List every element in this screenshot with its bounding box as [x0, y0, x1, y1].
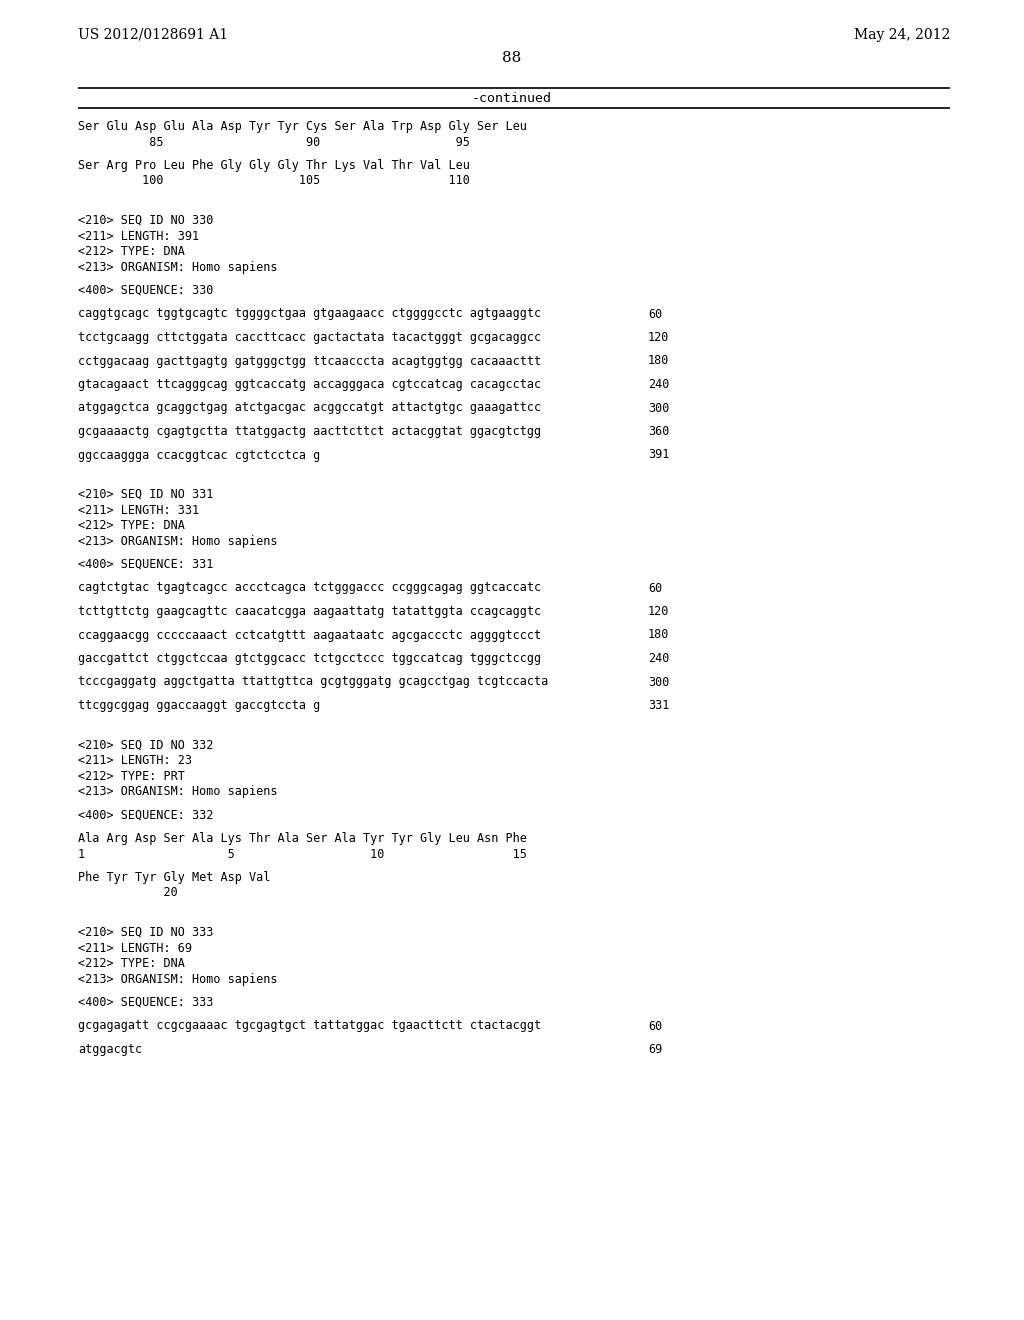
Text: <211> LENGTH: 23: <211> LENGTH: 23 [78, 754, 193, 767]
Text: atggacgtc: atggacgtc [78, 1043, 142, 1056]
Text: <211> LENGTH: 391: <211> LENGTH: 391 [78, 230, 199, 243]
Text: 20: 20 [78, 887, 178, 899]
Text: tcccgaggatg aggctgatta ttattgttca gcgtgggatg gcagcctgag tcgtccacta: tcccgaggatg aggctgatta ttattgttca gcgtgg… [78, 676, 548, 689]
Text: tcctgcaagg cttctggata caccttcacc gactactata tacactgggt gcgacaggcc: tcctgcaagg cttctggata caccttcacc gactact… [78, 331, 541, 345]
Text: <213> ORGANISM: Homo sapiens: <213> ORGANISM: Homo sapiens [78, 535, 278, 548]
Text: <212> TYPE: DNA: <212> TYPE: DNA [78, 519, 185, 532]
Text: <210> SEQ ID NO 331: <210> SEQ ID NO 331 [78, 488, 213, 502]
Text: <212> TYPE: PRT: <212> TYPE: PRT [78, 770, 185, 783]
Text: US 2012/0128691 A1: US 2012/0128691 A1 [78, 28, 228, 42]
Text: <210> SEQ ID NO 333: <210> SEQ ID NO 333 [78, 927, 213, 939]
Text: <211> LENGTH: 69: <211> LENGTH: 69 [78, 941, 193, 954]
Text: 240: 240 [648, 652, 670, 665]
Text: 360: 360 [648, 425, 670, 438]
Text: 85                    90                   95: 85 90 95 [78, 136, 470, 149]
Text: -continued: -continued [472, 91, 552, 104]
Text: Ser Arg Pro Leu Phe Gly Gly Gly Thr Lys Val Thr Val Leu: Ser Arg Pro Leu Phe Gly Gly Gly Thr Lys … [78, 158, 470, 172]
Text: Ala Arg Asp Ser Ala Lys Thr Ala Ser Ala Tyr Tyr Gly Leu Asn Phe: Ala Arg Asp Ser Ala Lys Thr Ala Ser Ala … [78, 832, 527, 845]
Text: <210> SEQ ID NO 330: <210> SEQ ID NO 330 [78, 214, 213, 227]
Text: gcgagagatt ccgcgaaaac tgcgagtgct tattatggac tgaacttctt ctactacggt: gcgagagatt ccgcgaaaac tgcgagtgct tattatg… [78, 1019, 541, 1032]
Text: <212> TYPE: DNA: <212> TYPE: DNA [78, 957, 185, 970]
Text: 100                   105                  110: 100 105 110 [78, 174, 470, 187]
Text: <400> SEQUENCE: 333: <400> SEQUENCE: 333 [78, 997, 213, 1008]
Text: 300: 300 [648, 676, 670, 689]
Text: Phe Tyr Tyr Gly Met Asp Val: Phe Tyr Tyr Gly Met Asp Val [78, 871, 270, 884]
Text: 331: 331 [648, 700, 670, 711]
Text: 1                    5                   10                  15: 1 5 10 15 [78, 847, 527, 861]
Text: 88: 88 [503, 51, 521, 65]
Text: 391: 391 [648, 449, 670, 462]
Text: <400> SEQUENCE: 331: <400> SEQUENCE: 331 [78, 558, 213, 572]
Text: ccaggaacgg cccccaaact cctcatgttt aagaataatc agcgaccctc aggggtccct: ccaggaacgg cccccaaact cctcatgttt aagaata… [78, 628, 541, 642]
Text: 180: 180 [648, 628, 670, 642]
Text: 240: 240 [648, 378, 670, 391]
Text: <213> ORGANISM: Homo sapiens: <213> ORGANISM: Homo sapiens [78, 973, 278, 986]
Text: ttcggcggag ggaccaaggt gaccgtccta g: ttcggcggag ggaccaaggt gaccgtccta g [78, 700, 321, 711]
Text: <400> SEQUENCE: 332: <400> SEQUENCE: 332 [78, 808, 213, 821]
Text: 300: 300 [648, 401, 670, 414]
Text: <212> TYPE: DNA: <212> TYPE: DNA [78, 246, 185, 257]
Text: cagtctgtac tgagtcagcc accctcagca tctgggaccc ccgggcagag ggtcaccatc: cagtctgtac tgagtcagcc accctcagca tctggga… [78, 582, 541, 594]
Text: <400> SEQUENCE: 330: <400> SEQUENCE: 330 [78, 284, 213, 297]
Text: ggccaaggga ccacggtcac cgtctcctca g: ggccaaggga ccacggtcac cgtctcctca g [78, 449, 321, 462]
Text: <210> SEQ ID NO 332: <210> SEQ ID NO 332 [78, 738, 213, 751]
Text: 180: 180 [648, 355, 670, 367]
Text: 69: 69 [648, 1043, 663, 1056]
Text: tcttgttctg gaagcagttc caacatcgga aagaattatg tatattggta ccagcaggtc: tcttgttctg gaagcagttc caacatcgga aagaatt… [78, 605, 541, 618]
Text: 60: 60 [648, 1019, 663, 1032]
Text: 60: 60 [648, 582, 663, 594]
Text: 60: 60 [648, 308, 663, 321]
Text: gcgaaaactg cgagtgctta ttatggactg aacttcttct actacggtat ggacgtctgg: gcgaaaactg cgagtgctta ttatggactg aacttct… [78, 425, 541, 438]
Text: 120: 120 [648, 605, 670, 618]
Text: cctggacaag gacttgagtg gatgggctgg ttcaacccta acagtggtgg cacaaacttt: cctggacaag gacttgagtg gatgggctgg ttcaacc… [78, 355, 541, 367]
Text: gtacagaact ttcagggcag ggtcaccatg accagggaca cgtccatcag cacagcctac: gtacagaact ttcagggcag ggtcaccatg accaggg… [78, 378, 541, 391]
Text: <211> LENGTH: 331: <211> LENGTH: 331 [78, 503, 199, 516]
Text: <213> ORGANISM: Homo sapiens: <213> ORGANISM: Homo sapiens [78, 260, 278, 273]
Text: Ser Glu Asp Glu Ala Asp Tyr Tyr Cys Ser Ala Trp Asp Gly Ser Leu: Ser Glu Asp Glu Ala Asp Tyr Tyr Cys Ser … [78, 120, 527, 133]
Text: gaccgattct ctggctccaa gtctggcacc tctgcctccc tggccatcag tgggctccgg: gaccgattct ctggctccaa gtctggcacc tctgcct… [78, 652, 541, 665]
Text: 120: 120 [648, 331, 670, 345]
Text: <213> ORGANISM: Homo sapiens: <213> ORGANISM: Homo sapiens [78, 785, 278, 799]
Text: atggagctca gcaggctgag atctgacgac acggccatgt attactgtgc gaaagattcc: atggagctca gcaggctgag atctgacgac acggcca… [78, 401, 541, 414]
Text: caggtgcagc tggtgcagtc tggggctgaa gtgaagaacc ctggggcctc agtgaaggtc: caggtgcagc tggtgcagtc tggggctgaa gtgaaga… [78, 308, 541, 321]
Text: May 24, 2012: May 24, 2012 [854, 28, 950, 42]
